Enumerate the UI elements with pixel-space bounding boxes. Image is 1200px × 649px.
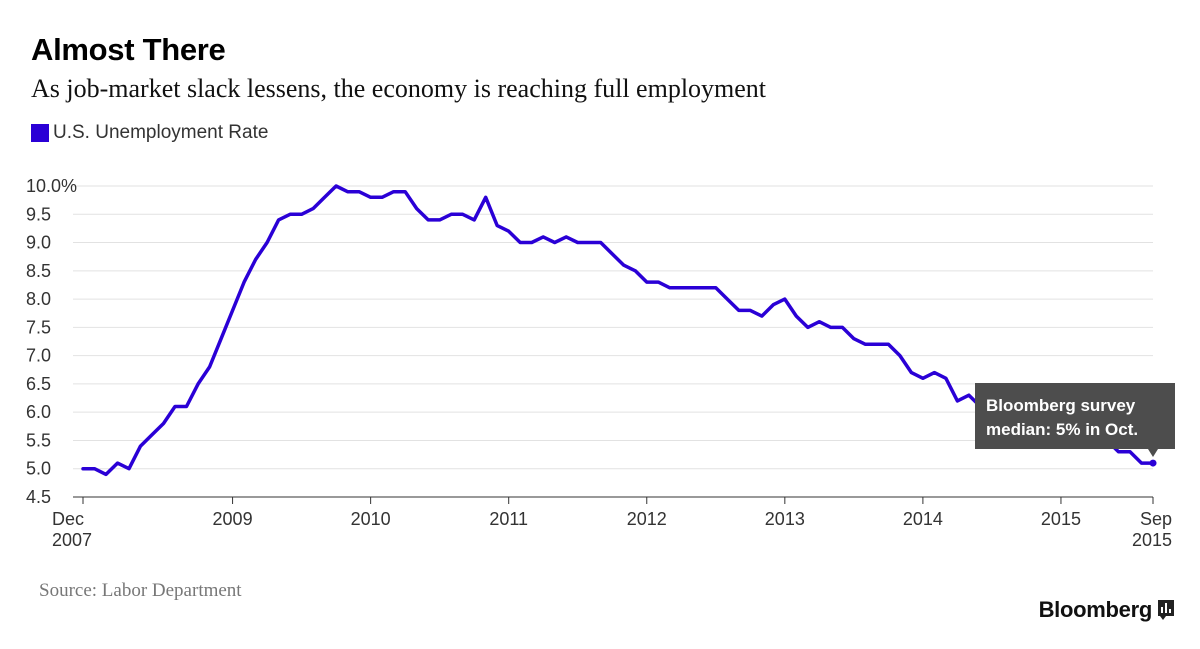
y-tick-label: 4.5: [26, 487, 51, 507]
y-tick-label: 7.5: [26, 317, 51, 337]
unemployment-line-chart: 10.0% 9.5 9.0 8.5 8.0 7.5 7.0 6.5 6.0 5.5 5.0 4.5 D…: [26, 176, 1175, 550]
annotation-text: median: 5% in Oct.: [986, 420, 1138, 439]
annotation-box: [975, 383, 1175, 449]
legend-swatch: [31, 124, 49, 142]
y-tick-label: 7.0: [26, 346, 51, 366]
y-tick-label: 6.5: [26, 374, 51, 394]
x-tick-label: Dec: [52, 509, 84, 529]
x-tick-label: 2011: [489, 509, 528, 529]
annotation-text: Bloomberg survey: [986, 396, 1136, 415]
x-tick-label-year: 2015: [1132, 530, 1172, 550]
y-tick-label: 9.5: [26, 204, 51, 224]
chart-title: Almost There: [31, 32, 226, 67]
y-tick-label: 10.0%: [26, 176, 77, 196]
annotation-layer: Bloomberg survey median: 5% in Oct.: [975, 383, 1175, 467]
y-tick-label: 9.0: [26, 233, 51, 253]
x-tick-label: Sep: [1140, 509, 1172, 529]
brand-logo: Bloomberg: [1039, 597, 1174, 623]
source-note: Source: Labor Department: [39, 580, 242, 601]
chart-subtitle: As job-market slack lessens, the economy…: [31, 74, 767, 103]
brand-wordmark: Bloomberg: [1038, 597, 1153, 622]
x-tick-label: 2009: [213, 509, 253, 529]
y-tick-label: 6.0: [26, 402, 51, 422]
y-tick-label: 8.0: [26, 289, 51, 309]
chart-icon: [1158, 600, 1174, 620]
series-layer: [81, 184, 1155, 477]
x-tick-label: 2013: [765, 509, 805, 529]
legend-label: U.S. Unemployment Rate: [53, 122, 269, 143]
y-axis: 10.0% 9.5 9.0 8.5 8.0 7.5 7.0 6.5 6.0 5.5 5.0 4.5: [26, 176, 77, 507]
annotation-point: [1149, 459, 1157, 467]
y-tick-label: 8.5: [26, 261, 51, 281]
x-tick-label-year: 2007: [52, 530, 92, 550]
x-tick-label: 2014: [903, 509, 943, 529]
series-line-0: [81, 184, 1155, 477]
x-tick-label: 2015: [1041, 509, 1081, 529]
x-tick-label: 2012: [627, 509, 667, 529]
x-tick-label: 2010: [351, 509, 391, 529]
y-tick-label: 5.0: [26, 459, 51, 479]
grid-layer: [73, 185, 1153, 498]
annotation-pointer: [1148, 449, 1158, 457]
y-tick-label: 5.5: [26, 430, 51, 450]
legend: U.S. Unemployment Rate: [31, 122, 268, 144]
